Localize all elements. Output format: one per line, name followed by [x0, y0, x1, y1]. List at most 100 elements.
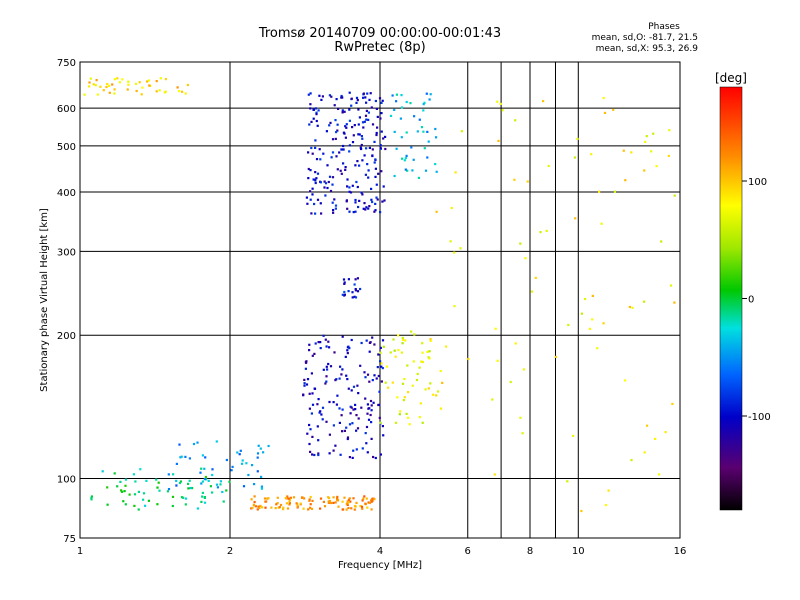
data-point [365, 109, 368, 112]
y-tick-label: 500 [57, 142, 76, 153]
data-point [393, 174, 396, 178]
data-point [305, 383, 309, 386]
data-point [524, 257, 527, 260]
data-point [311, 403, 315, 406]
data-point [175, 479, 178, 482]
data-point [295, 502, 298, 505]
data-point [434, 127, 437, 131]
data-point [576, 137, 579, 140]
data-point [602, 96, 605, 100]
data-point [359, 146, 362, 149]
data-point [253, 483, 256, 486]
data-point [439, 407, 443, 410]
data-point [222, 500, 225, 503]
data-point [304, 367, 307, 370]
data-point [379, 144, 382, 147]
data-point [211, 468, 214, 471]
data-point [467, 357, 470, 361]
data-point [83, 93, 86, 96]
data-point [322, 152, 325, 155]
data-point [453, 305, 456, 308]
data-point [184, 92, 187, 95]
data-point [405, 412, 408, 415]
data-point [357, 417, 360, 420]
data-point [327, 501, 330, 504]
data-point [359, 287, 362, 291]
data-point [313, 387, 316, 390]
data-point [167, 473, 170, 476]
data-point [178, 90, 181, 93]
data-point [113, 472, 116, 475]
data-point [344, 166, 347, 169]
data-point [437, 390, 440, 393]
data-point [140, 93, 143, 96]
data-point [361, 507, 364, 510]
data-point [88, 85, 91, 88]
data-point [127, 80, 130, 83]
data-point [356, 99, 359, 102]
data-point [379, 346, 382, 349]
data-point [311, 499, 314, 502]
data-point [340, 414, 343, 417]
data-point [530, 290, 534, 293]
data-point [377, 353, 380, 356]
data-point [373, 498, 376, 501]
data-point [400, 106, 404, 109]
data-point [113, 78, 116, 81]
data-point [404, 168, 407, 171]
data-point [365, 206, 368, 209]
data-point [199, 471, 202, 474]
data-point [201, 495, 204, 498]
data-point [347, 501, 350, 504]
data-point [321, 95, 324, 98]
data-point [355, 448, 358, 451]
data-point [219, 480, 222, 483]
data-point [380, 362, 383, 365]
data-point [108, 91, 111, 94]
data-point [360, 147, 363, 151]
data-point [379, 421, 382, 424]
data-point [310, 412, 313, 415]
data-point [134, 480, 137, 483]
data-point [332, 449, 335, 452]
data-point [381, 367, 384, 370]
data-point [313, 453, 316, 457]
data-point [128, 493, 131, 496]
data-point [426, 156, 429, 159]
data-point [353, 295, 356, 298]
data-point [323, 180, 326, 183]
data-point [201, 491, 204, 494]
data-point [319, 507, 322, 510]
data-point [311, 354, 314, 357]
data-point [412, 158, 415, 161]
data-point [314, 342, 317, 345]
chart-title: Tromsø 20140709 00:00:00-00:01:43 [258, 26, 502, 41]
data-point [257, 444, 260, 447]
data-point [572, 434, 575, 437]
data-point [329, 365, 333, 368]
data-point [426, 130, 429, 133]
data-point [367, 169, 370, 172]
data-point [348, 91, 351, 94]
data-point [148, 84, 151, 87]
data-point [347, 498, 350, 501]
data-point [426, 350, 429, 353]
data-point [299, 502, 302, 505]
data-point [346, 502, 349, 505]
data-point [603, 111, 607, 114]
data-point [336, 123, 339, 126]
data-point [356, 277, 359, 280]
data-point [225, 489, 228, 492]
data-point [361, 137, 364, 140]
data-point [332, 501, 335, 504]
data-point [413, 333, 416, 336]
data-point [324, 194, 327, 197]
data-point [352, 211, 355, 214]
data-point [378, 403, 381, 406]
data-point [341, 430, 344, 433]
data-point [622, 149, 625, 152]
data-point [139, 468, 142, 471]
data-point [404, 157, 407, 160]
data-point [240, 462, 244, 465]
data-point [387, 386, 390, 389]
